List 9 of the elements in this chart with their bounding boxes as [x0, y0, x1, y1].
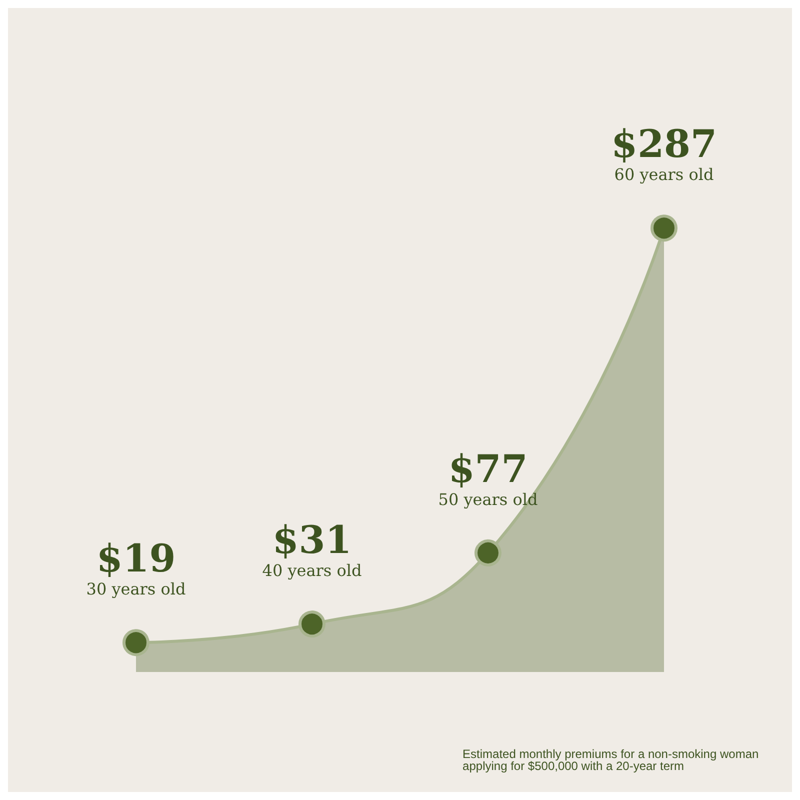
data-label: $19 30 years old	[86, 536, 186, 599]
data-label: $287 60 years old	[611, 121, 717, 184]
data-label: $77 50 years old	[438, 446, 538, 509]
text: Estimated monthly premiums for a non-smoking woman applying for $500,000 with a 20-year term	[462, 747, 762, 773]
point	[474, 539, 502, 566]
data-label: $31 40 years old	[262, 517, 362, 580]
point	[122, 629, 150, 656]
point	[298, 610, 326, 638]
point	[650, 214, 678, 242]
